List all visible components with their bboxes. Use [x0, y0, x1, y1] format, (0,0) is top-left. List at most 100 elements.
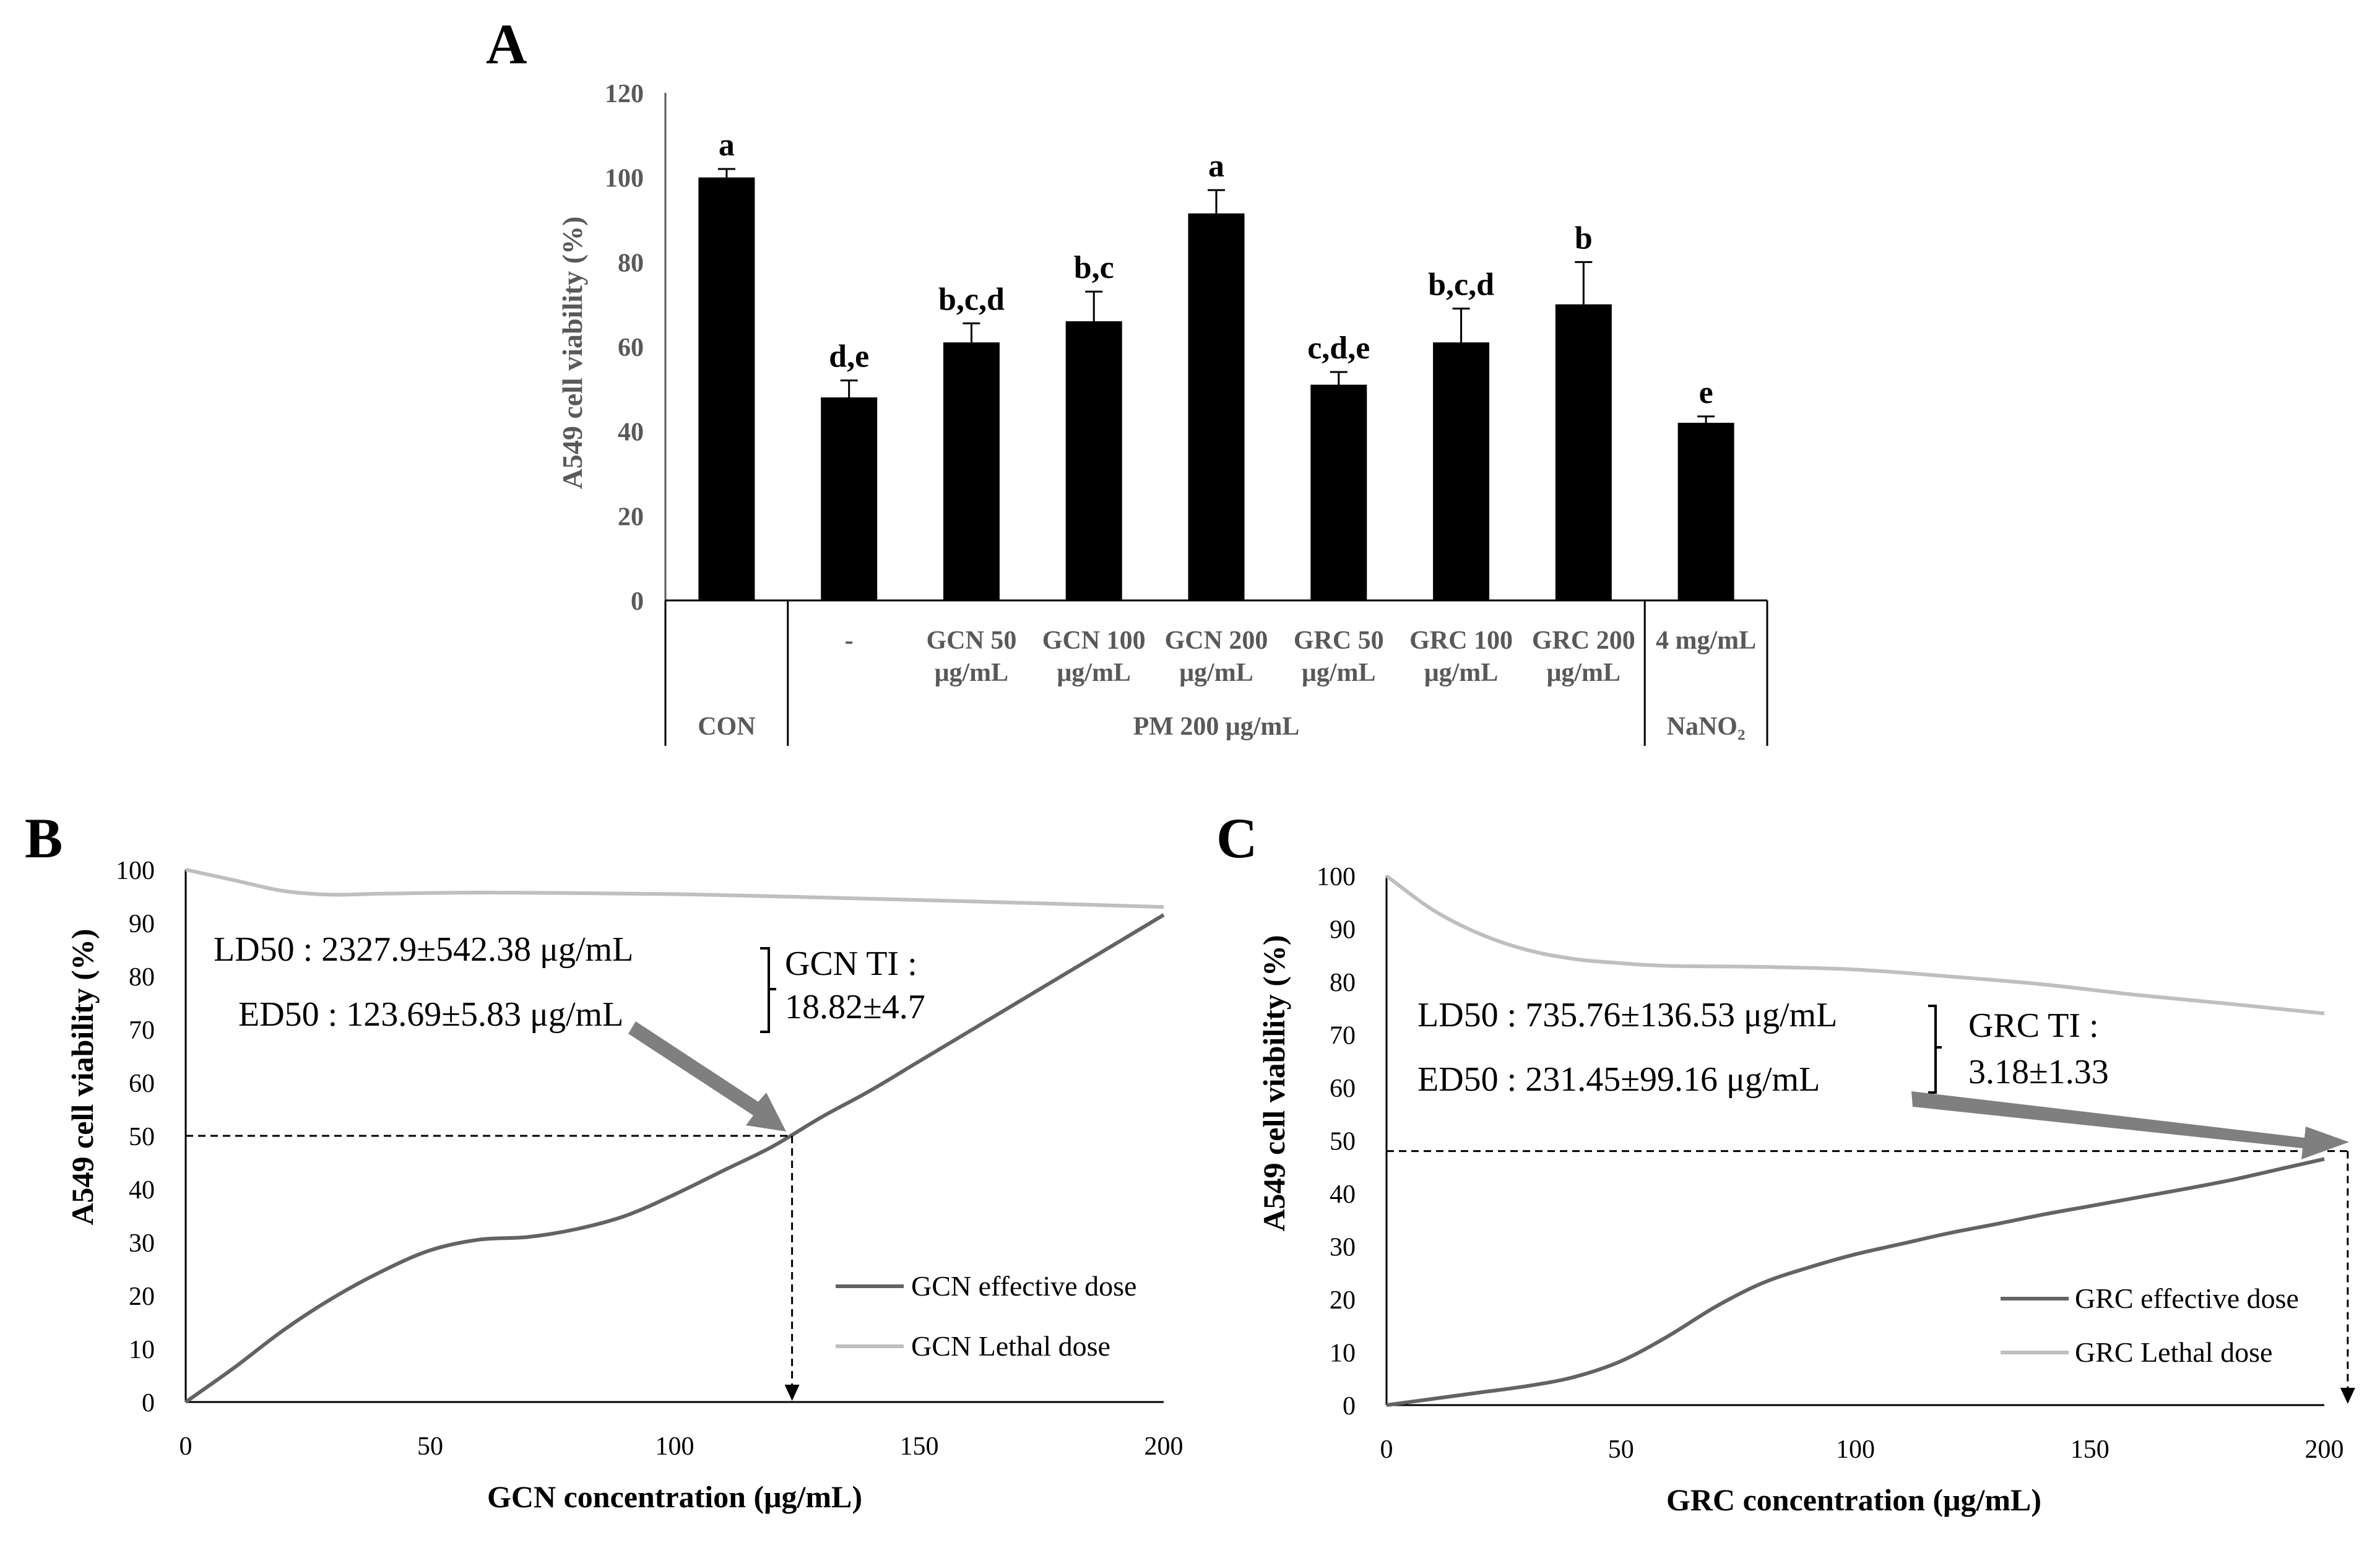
panel-b-y-tick-label: 20 [129, 1283, 155, 1311]
significance-letter: e [1699, 375, 1713, 410]
panel-c-x-axis-label: GRC concentration (μg/mL) [1666, 1482, 2041, 1517]
panel-b-label: B [25, 807, 63, 870]
panel-b-x-tick-label: 150 [900, 1432, 939, 1461]
panel-b-y-tick-label: 70 [129, 1016, 155, 1045]
panel-a-group-label: CON [698, 712, 755, 741]
panel-b-y-tick-label: 50 [129, 1123, 155, 1151]
category-label: μg/mL [1424, 659, 1498, 687]
panel-a-y-tick-label: 120 [605, 80, 644, 108]
panel-c-legend-lethal-label: GRC Lethal dose [2075, 1336, 2272, 1368]
panel-c-y-tick-label: 60 [1330, 1075, 1356, 1103]
panel-b-x-tick-label: 50 [417, 1432, 443, 1461]
panel-c-x-tick-label: 0 [1380, 1435, 1393, 1464]
panel-b: B A549 cell viability (%) GCN concentrat… [25, 807, 1184, 1514]
significance-letter: b,c [1074, 250, 1114, 285]
significance-letter: b [1575, 220, 1593, 256]
panel-c-effective-dose-line [1386, 1157, 2325, 1407]
bar [1188, 213, 1245, 600]
panel-b-legend-effective-label: GCN effective dose [911, 1270, 1136, 1302]
significance-letter: b,c,d [938, 282, 1005, 317]
panel-b-x-axis-label: GCN concentration (μg/mL) [487, 1479, 862, 1514]
panel-c-y-tick-label: 10 [1330, 1339, 1356, 1368]
panel-c-x-tick-label: 50 [1608, 1435, 1634, 1464]
panel-c-y-tick-label: 90 [1330, 916, 1356, 945]
panel-c-bracket [1928, 1005, 1942, 1094]
panel-c-ed50-arrow [1911, 1091, 2349, 1159]
panel-b-legend-lethal-label: GCN Lethal dose [911, 1330, 1110, 1362]
category-label: μg/mL [1302, 659, 1375, 687]
panel-a-y-axis-label: A549 cell viability (%) [556, 217, 588, 490]
bar [698, 177, 755, 601]
panel-b-x-tick-label: 100 [656, 1432, 695, 1461]
panel-b-y-axis-label: A549 cell viability (%) [65, 928, 100, 1225]
panel-a-group-label: PM 200 μg/mL [1133, 712, 1300, 741]
panel-b-ti-title: GCN TI : [785, 945, 917, 983]
bar [1310, 384, 1367, 600]
panel-c-y-tick-label: 80 [1330, 969, 1356, 997]
panel-b-effective-dose-line [184, 913, 1165, 1404]
significance-letter: d,e [829, 339, 869, 374]
bar [1677, 423, 1734, 600]
bar [943, 342, 1000, 600]
panel-c-x-tick-label: 200 [2305, 1435, 2344, 1464]
panel-b-x-tick-label: 0 [180, 1432, 193, 1461]
panel-a-group-label: NaNO₂ [1667, 712, 1746, 741]
significance-letter: a [1208, 149, 1224, 184]
panel-b-y-tick-label: 10 [129, 1336, 155, 1364]
panel-c-y-tick-label: 20 [1330, 1286, 1356, 1315]
panel-b-y-tick-label: 60 [129, 1070, 155, 1098]
bar [1433, 342, 1490, 600]
panel-c-x-tick-label: 100 [1836, 1435, 1875, 1464]
category-label: GCN 200 [1165, 626, 1268, 655]
panel-a-axes: 0 20 40 60 80 100 120 CON PM 200 μg/mL NaNO₂ [605, 80, 1768, 746]
bar [1065, 321, 1122, 600]
panel-c-plot: 0 10 20 30 40 50 60 70 80 90 100 0 50 100 150 200 [1317, 863, 2355, 1464]
panel-c-label: C [1216, 807, 1257, 870]
panel-b-y-tick-label: 100 [116, 857, 155, 885]
bar [821, 397, 878, 600]
significance-letter: a [719, 128, 735, 163]
panel-a-bars: a d,e - b,c,d GCN 50 μg/mL b,c GCN 100 μg/mL a GCN… [698, 128, 1756, 687]
panel-a-y-tick-label: 20 [618, 503, 644, 531]
panel-c: C A549 cell viability (%) GRC concentrat… [1216, 807, 2355, 1517]
panel-b-ld50-annotation: LD50 : 2327.9±542.38 μg/mL [214, 930, 633, 969]
panel-b-ed50-arrowhead [784, 1385, 800, 1401]
panel-c-y-tick-label: 70 [1330, 1022, 1356, 1050]
category-label: GRC 100 [1409, 626, 1513, 655]
panel-a-label: A [486, 12, 527, 76]
panel-b-y-tick-label: 40 [129, 1176, 155, 1205]
category-label: GRC 50 [1294, 626, 1384, 655]
panel-c-ed50-arrowhead [2340, 1388, 2355, 1404]
category-label: GCN 50 [927, 626, 1017, 655]
panel-b-ti-value: 18.82±4.7 [785, 988, 925, 1026]
panel-c-y-axis-label: A549 cell viability (%) [1257, 935, 1291, 1231]
panel-a-y-tick-label: 40 [618, 418, 644, 447]
panel-c-y-tick-label: 40 [1330, 1180, 1356, 1209]
panel-a: A A549 cell viability (%) 0 20 40 60 80 100 12… [486, 12, 1768, 746]
panel-b-lethal-dose-line [185, 868, 1164, 909]
panel-c-y-tick-label: 30 [1330, 1234, 1356, 1262]
panel-c-ed50-annotation: ED50 : 231.45±99.16 μg/mL [1417, 1060, 1820, 1099]
category-label: 4 mg/mL [1656, 626, 1756, 655]
panel-a-y-tick-label: 60 [618, 334, 644, 362]
category-label: GCN 100 [1042, 626, 1146, 655]
category-label: GRC 200 [1532, 626, 1635, 655]
panel-c-lethal-dose-line [1385, 874, 2325, 1016]
panel-b-x-tick-label: 200 [1145, 1432, 1184, 1461]
panel-c-y-tick-label: 50 [1330, 1128, 1356, 1156]
panel-c-ti-value: 3.18±1.33 [1968, 1053, 2109, 1091]
panel-c-legend: GRC effective dose GRC Lethal dose [2001, 1283, 2299, 1368]
category-label: - [845, 626, 854, 655]
panel-c-y-tick-label: 0 [1343, 1392, 1356, 1421]
category-label: μg/mL [1057, 659, 1130, 687]
panel-c-y-tick-label: 100 [1317, 863, 1356, 891]
panel-b-y-tick-label: 30 [129, 1229, 155, 1258]
category-label: μg/mL [1547, 659, 1621, 687]
panel-c-ld50-annotation: LD50 : 735.76±136.53 μg/mL [1417, 996, 1837, 1034]
panel-a-y-tick-label: 0 [631, 587, 644, 616]
category-label: μg/mL [1179, 659, 1253, 687]
panel-b-ed50-annotation: ED50 : 123.69±5.83 μg/mL [238, 995, 623, 1034]
panel-c-ti-title: GRC TI : [1968, 1006, 2099, 1045]
panel-b-y-tick-label: 0 [142, 1389, 155, 1417]
